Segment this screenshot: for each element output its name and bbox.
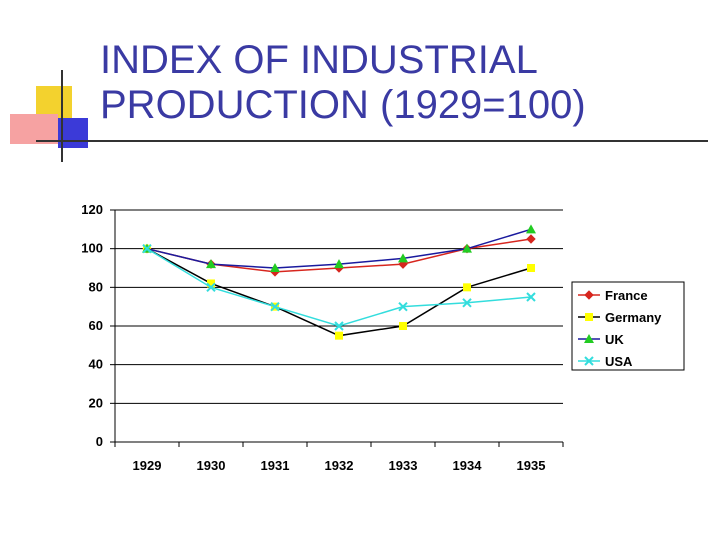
marker-stroke xyxy=(462,298,472,308)
y-tick-label: 0 xyxy=(96,434,103,449)
point-germany-1935 xyxy=(527,264,535,272)
marker-stroke xyxy=(270,301,280,312)
legend-marker-germany xyxy=(585,313,593,321)
axes: 0 20 40 60 80 100 120 1929 1930 1931 1932 1933 1934 1… xyxy=(81,202,564,473)
point-usa-1933 xyxy=(398,301,408,312)
y-tick-label: 60 xyxy=(89,318,103,333)
x-tick-label: 1930 xyxy=(197,458,226,473)
decor-blue-square xyxy=(58,118,88,148)
decor-red-square xyxy=(10,114,58,144)
y-tick-label: 100 xyxy=(81,241,103,256)
x-tick-label: 1931 xyxy=(261,458,290,473)
decor-vertical-line xyxy=(61,70,63,162)
grid-lines xyxy=(115,209,563,404)
x-tick-label: 1935 xyxy=(517,458,546,473)
point-germany-1932 xyxy=(335,331,343,340)
marker-stroke xyxy=(398,301,408,312)
legend-marker-france xyxy=(584,290,594,300)
point-usa-1929 xyxy=(142,243,152,254)
legend-marker-usa xyxy=(584,356,594,366)
point-uk-1932 xyxy=(334,259,344,269)
point-france-1935 xyxy=(526,234,536,244)
y-tick-label: 80 xyxy=(89,279,103,294)
point-germany-1934 xyxy=(463,283,471,292)
slide-title-line-2: PRODUCTION (1929=100) xyxy=(100,83,586,127)
legend: France Germany UK USA xyxy=(571,281,685,371)
point-germany-1930 xyxy=(207,279,215,288)
point-usa-1931 xyxy=(270,301,280,312)
point-germany-1933 xyxy=(399,322,407,330)
legend-label-usa: USA xyxy=(605,354,633,369)
point-uk-1935 xyxy=(526,224,536,234)
marker-stroke xyxy=(142,243,152,254)
decor-horizontal-line xyxy=(36,140,708,142)
x-tick-label: 1932 xyxy=(325,458,354,473)
point-uk-1931 xyxy=(270,263,280,272)
legend-marker-uk xyxy=(584,334,594,343)
point-usa-1930 xyxy=(206,282,216,293)
x-tick-label: 1934 xyxy=(453,458,483,473)
y-tick-label: 40 xyxy=(89,357,103,372)
series-lines xyxy=(142,224,536,340)
point-usa-1932 xyxy=(334,321,344,331)
point-uk-1930 xyxy=(206,259,216,269)
marker-stroke xyxy=(334,321,344,331)
slide-title-line-1: INDEX OF INDUSTRIAL xyxy=(100,38,538,82)
point-uk-1933 xyxy=(398,253,408,263)
point-uk-1934 xyxy=(462,243,472,253)
point-usa-1934 xyxy=(462,298,472,308)
marker-stroke xyxy=(206,282,216,293)
legend-label-uk: UK xyxy=(605,332,624,347)
marker-stroke xyxy=(526,292,536,302)
marker-stroke xyxy=(584,356,594,366)
x-tick-label: 1929 xyxy=(133,458,162,473)
x-tick-label: 1933 xyxy=(389,458,418,473)
slide-title: INDEX OF INDUSTRIAL PRODUCTION (1929=100… xyxy=(100,38,700,128)
y-tick-label: 120 xyxy=(81,202,103,217)
point-usa-1935 xyxy=(526,292,536,302)
legend-label-france: France xyxy=(605,288,648,303)
legend-label-germany: Germany xyxy=(605,310,662,325)
y-tick-label: 20 xyxy=(89,395,103,410)
